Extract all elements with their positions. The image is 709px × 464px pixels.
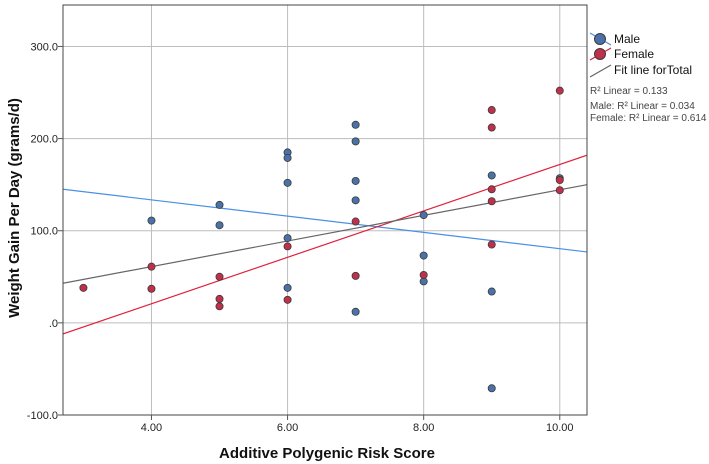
legend-item-total: Fit line forTotal [589, 63, 692, 78]
r2-female-annotation: Female: R² Linear = 0.614 [590, 113, 707, 124]
data-point-male [283, 283, 292, 292]
data-point-male [351, 120, 360, 129]
data-point-female [79, 283, 88, 292]
legend-item-female: Female [589, 47, 654, 61]
y-tick-label: -100.0 [27, 410, 58, 422]
data-point-female [351, 217, 360, 226]
data-point-male [215, 221, 224, 230]
r2-total-annotation: R² Linear = 0.133 [590, 86, 668, 97]
data-point-female [487, 185, 496, 194]
y-tick-label: 100.0 [30, 226, 58, 238]
data-point-male [351, 196, 360, 205]
data-point-female [487, 240, 496, 249]
y-axis-title: Weight Gain Per Day (grams/d) [6, 98, 23, 318]
legend: Male Female Fit line forTotal R² Linear … [589, 32, 707, 124]
plot-frame [62, 4, 588, 416]
data-point-female [147, 262, 156, 271]
data-point-female [215, 302, 224, 311]
tick-labels: 4.00 6.00 8.00 10.00 -100.0 .0 100.0 200.0 300.0 [27, 41, 574, 434]
plot-background [63, 5, 587, 415]
data-point-female [555, 186, 564, 195]
data-point-female [147, 284, 156, 293]
r2-male-annotation: Male: R² Linear = 0.034 [590, 101, 695, 112]
data-point-female [487, 106, 496, 115]
data-point-male [351, 137, 360, 146]
data-point-female [487, 197, 496, 206]
legend-marker-male [594, 33, 606, 45]
data-points [79, 86, 564, 393]
data-point-female [351, 271, 360, 280]
data-point-male [419, 251, 428, 260]
data-point-male [351, 307, 360, 316]
data-point-male [351, 176, 360, 185]
data-point-male [487, 171, 496, 180]
legend-line-total [589, 64, 612, 78]
data-point-male [419, 211, 428, 220]
legend-label-female: Female [614, 47, 654, 61]
data-point-male [215, 200, 224, 209]
data-point-female [283, 295, 292, 304]
y-tick-label: 200.0 [30, 134, 58, 146]
data-point-female [215, 294, 224, 303]
x-tick-label: 4.00 [141, 422, 162, 434]
y-tick-label: .0 [49, 318, 58, 330]
grid-lines [63, 5, 587, 416]
x-axis-title: Additive Polygenic Risk Score [219, 445, 435, 462]
legend-label-total: Fit line forTotal [614, 63, 692, 77]
data-point-female [487, 123, 496, 132]
fit-line-female [63, 154, 587, 335]
legend-label-male: Male [614, 32, 640, 46]
data-point-female [555, 86, 564, 95]
x-tick-label: 10.00 [546, 422, 574, 434]
data-point-female [215, 272, 224, 281]
data-point-female [283, 242, 292, 251]
x-tick-label: 8.00 [413, 422, 434, 434]
data-point-male [283, 178, 292, 187]
plot-border [62, 4, 588, 416]
legend-marker-female [594, 48, 606, 60]
data-point-female [555, 176, 564, 185]
data-point-female [419, 270, 428, 279]
data-point-male [147, 216, 156, 225]
y-tick-label: 300.0 [30, 41, 58, 53]
data-point-male [487, 287, 496, 296]
data-point-male [487, 384, 496, 393]
data-point-male [283, 153, 292, 162]
data-point-male [283, 234, 292, 243]
fit-line-male [63, 188, 587, 253]
legend-item-male: Male [589, 32, 640, 46]
x-tick-label: 6.00 [277, 422, 298, 434]
